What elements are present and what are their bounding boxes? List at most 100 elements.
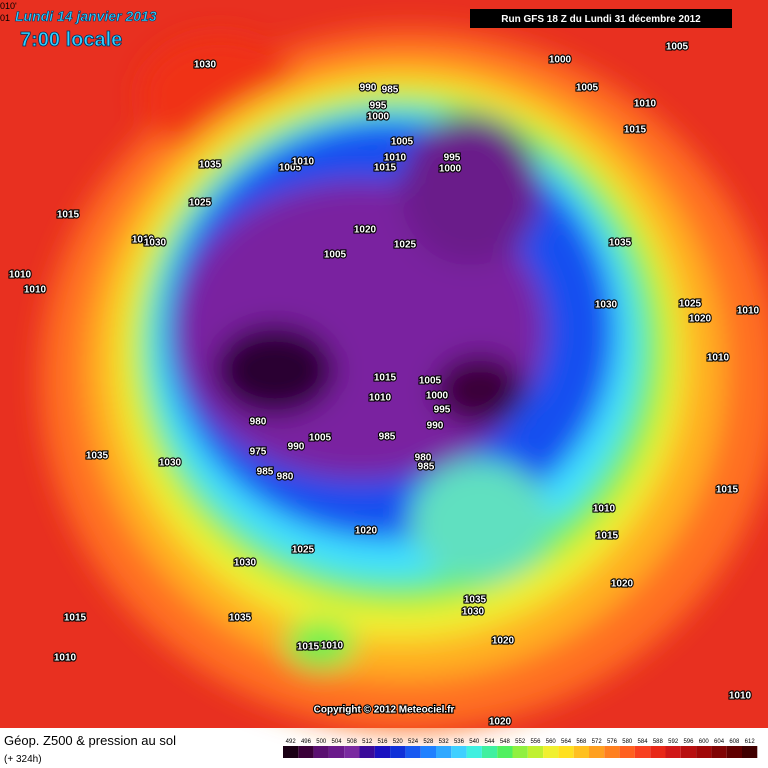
colorbar-swatch [527,746,544,758]
isobar-label: 1020 [354,225,377,236]
isobar-label: 990 [288,442,305,453]
isobar-label: 1005 [279,163,302,174]
isobar-label: 1015 [297,642,320,653]
colorbar-label: 604 [714,739,725,745]
isobar-label: 1025 [394,240,417,251]
isobar-label: 1000 [439,164,462,175]
time-label: 7:00 locale [20,29,122,51]
colorbar-swatch [665,746,681,758]
isobar-label: 1020 [489,717,512,728]
isobar-label: 1015 [624,125,647,136]
colorbar-swatch [680,746,697,758]
colorbar-label: 580 [622,739,633,745]
isobar-label: 985 [257,467,274,478]
isobar-label: 1015 [596,531,619,542]
isobar-label: 985 [382,85,399,96]
isobar-label: 1010 [384,153,407,164]
colorbar-label: 496 [301,739,312,745]
colorbar-label: 556 [530,739,541,745]
colorbar-label: 560 [546,739,557,745]
colorbar-label: 592 [668,739,679,745]
colorbar-label: 612 [745,739,756,745]
colorbar-swatch [650,746,666,758]
corner-label: 010' [0,1,17,11]
colorbar-swatch [497,746,513,758]
colorbar-label: 600 [699,739,710,745]
isobar-label: 995 [434,405,451,416]
isobar-label: 1010 [132,235,155,246]
isobar-label: 1010 [634,99,657,110]
isobar-label: 1020 [355,526,378,537]
colorbar-swatch [420,746,436,758]
isobar-label: 990 [360,83,377,94]
isobar-label: 1030 [462,607,485,618]
colorbar-swatch [589,746,605,758]
isobar-label: 1000 [426,391,449,402]
colorbar-swatch [573,746,589,758]
isobar-label: 1015 [374,163,397,174]
isobar-label: 980 [250,417,267,428]
colorbar-swatch [283,746,299,758]
isobar-label: 1035 [609,238,632,249]
isobar-label: 1010 [593,504,616,515]
isobar-label: 1035 [86,451,109,462]
isobar-label: 1030 [144,238,167,249]
isobar-label: 1010 [9,270,32,281]
colorbar-label: 548 [500,739,511,745]
isobar-label: 975 [250,447,267,458]
colorbar-label: 500 [316,739,327,745]
colorbar-swatch [451,746,467,758]
isobar-labels: 1030 1035 1025 1015 1010 1030 1010 1010 … [8,41,761,729]
isobar-label: 1010 [369,393,392,404]
colorbar-label: 504 [332,739,343,745]
isobar-label: 1005 [666,42,689,53]
isobar-label: 1035 [229,613,252,624]
colorbar-swatch [481,746,498,758]
isobar-label: 985 [418,462,435,473]
isobar-label: 1015 [716,485,739,496]
run-box [470,9,732,28]
colorbar-label: 540 [469,739,480,745]
map-field [0,0,768,730]
isobar-label: 1015 [57,210,80,221]
footer-lead: (+ 324h) [4,754,42,765]
isobar-label: 1025 [292,545,315,556]
colorbar-swatch [405,746,421,758]
isobar-label: 985 [379,432,396,443]
colorbar-label: 564 [561,739,572,745]
colorbar-swatch [726,746,742,758]
colorbar-label: 512 [362,739,373,745]
isobar-label: 1030 [159,458,182,469]
colorbar-label: 568 [576,739,587,745]
isobar-label: 1010 [292,157,315,168]
colorbar-label: 536 [454,739,465,745]
isobar-label: 1000 [367,112,390,123]
colorbar-label: 492 [286,739,297,745]
isobar-label: 1035 [199,160,222,171]
colorbar-swatch [374,746,391,758]
colorbar-swatch [359,746,375,758]
isobar-label: 1010 [54,653,77,664]
colorbar-swatch [436,746,452,758]
colorbar-label: 516 [377,739,388,745]
colorbar-swatch [634,746,651,758]
colorbar-swatch [696,746,712,758]
isobar-label: 995 [370,101,387,112]
isobar-label: 1000 [549,55,572,66]
isobar-label: 1010 [707,353,730,364]
colorbar-swatch [298,746,314,758]
isobar-label: 1005 [391,137,414,148]
colorbar-label: 532 [439,739,450,745]
isobar-label: 1015 [64,613,87,624]
isobar-label: 1010 [24,285,47,296]
colorbar-label: 520 [393,739,404,745]
colorbar-label: 552 [515,739,526,745]
colorbar-swatch [390,746,406,758]
colorbar-label: 596 [683,739,694,745]
colorbar-label: 584 [638,739,649,745]
isobar-label: 1005 [324,250,347,261]
colorbar-swatch [604,746,620,758]
isobar-label: 1020 [611,579,634,590]
copyright: Copyright © 2012 Meteociel.fr [314,705,455,716]
